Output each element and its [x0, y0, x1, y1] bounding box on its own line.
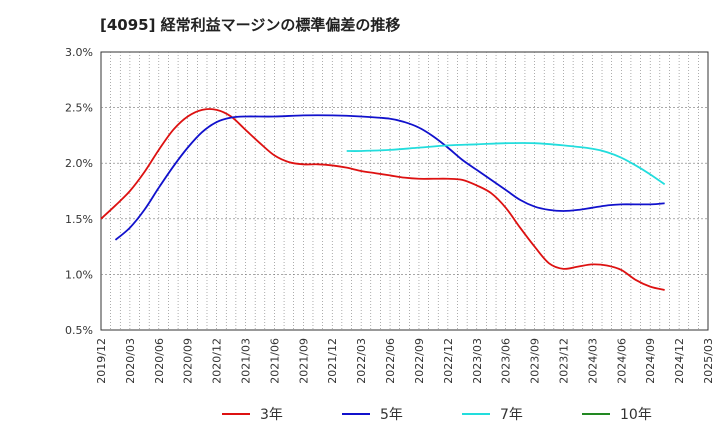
- chart-title: [4095] 経常利益マージンの標準偏差の推移: [100, 16, 401, 34]
- x-tick-label: 2024/12: [673, 338, 686, 384]
- legend-label-2: 5年: [380, 407, 403, 423]
- x-tick-label: 2020/12: [211, 338, 224, 384]
- x-tick-label: 2022/12: [442, 338, 455, 384]
- x-tick-label: 2020/06: [153, 338, 166, 384]
- series-line-3: [346, 142, 666, 186]
- y-tick-label: 3.0%: [65, 46, 93, 59]
- x-tick-label: 2023/03: [471, 338, 484, 384]
- x-tick-label: 2020/09: [182, 338, 195, 384]
- x-tick-label: 2020/03: [124, 338, 137, 384]
- x-tick-label: 2023/06: [500, 338, 513, 384]
- legend-label-3: 7年: [500, 407, 523, 423]
- y-tick-label: 0.5%: [65, 324, 93, 337]
- y-tick-label: 1.5%: [65, 213, 93, 226]
- x-tick-label: 2022/06: [384, 338, 397, 384]
- x-tick-label: 2021/06: [268, 338, 281, 384]
- legend-label-1: 3年: [260, 407, 283, 423]
- x-tick-label: 2019/12: [95, 338, 108, 384]
- y-tick-label: 1.0%: [65, 268, 93, 281]
- x-tick-label: 2025/03: [702, 338, 715, 384]
- y-tick-label: 2.0%: [65, 157, 93, 170]
- x-tick-label: 2024/06: [615, 338, 628, 384]
- plot-area: [100, 51, 709, 331]
- y-tick-label: 2.5%: [65, 102, 93, 115]
- x-tick-label: 2022/03: [355, 338, 368, 384]
- x-tick-label: 2021/12: [326, 338, 339, 384]
- legend-label-4: 10年: [620, 407, 652, 423]
- series-line-1: [100, 108, 665, 291]
- x-tick-label: 2023/09: [529, 338, 542, 384]
- x-tick-label: 2021/09: [297, 338, 310, 384]
- x-tick-label: 2024/09: [644, 338, 657, 384]
- x-tick-label: 2021/03: [240, 338, 253, 384]
- x-tick-label: 2023/12: [557, 338, 570, 384]
- x-tick-label: 2022/09: [413, 338, 426, 384]
- series-line-2: [114, 114, 665, 241]
- x-tick-label: 2024/03: [586, 338, 599, 384]
